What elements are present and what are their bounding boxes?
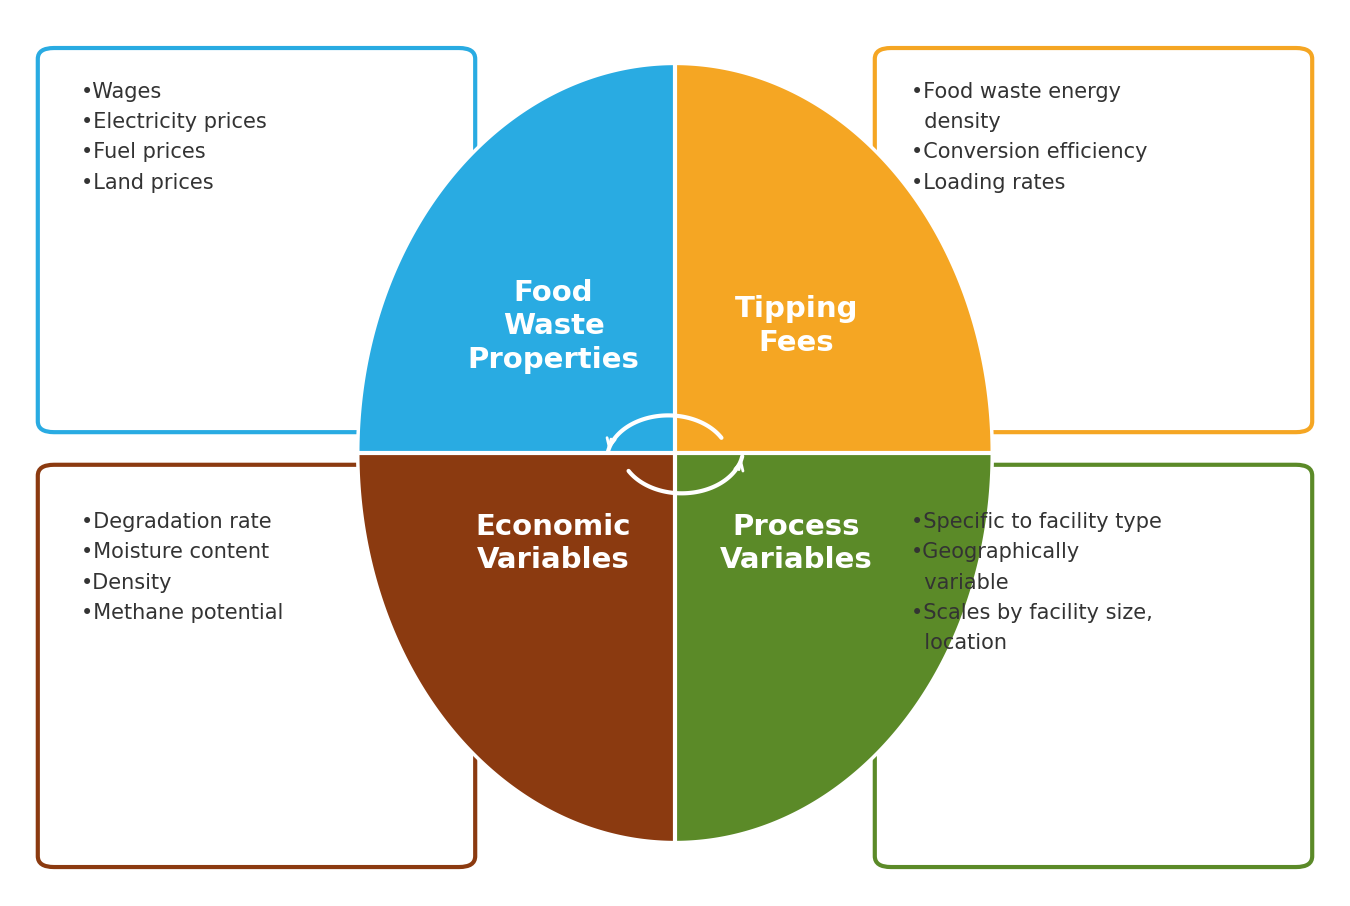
Polygon shape	[358, 63, 675, 453]
FancyBboxPatch shape	[875, 48, 1312, 432]
Text: •Degradation rate
•Moisture content
•Density
•Methane potential: •Degradation rate •Moisture content •Den…	[81, 512, 284, 623]
FancyBboxPatch shape	[38, 465, 475, 867]
Text: Economic
Variables: Economic Variables	[475, 513, 632, 574]
Text: •Wages
•Electricity prices
•Fuel prices
•Land prices: •Wages •Electricity prices •Fuel prices …	[81, 82, 267, 193]
Text: •Food waste energy
  density
•Conversion efficiency
•Loading rates: •Food waste energy density •Conversion e…	[911, 82, 1148, 193]
FancyBboxPatch shape	[38, 48, 475, 432]
Text: Process
Variables: Process Variables	[720, 513, 873, 574]
Text: Food
Waste
Properties: Food Waste Properties	[467, 279, 640, 373]
FancyBboxPatch shape	[875, 465, 1312, 867]
Polygon shape	[675, 63, 992, 453]
Text: •Specific to facility type
•Geographically
  variable
•Scales by facility size,
: •Specific to facility type •Geographical…	[911, 512, 1162, 653]
Polygon shape	[358, 453, 675, 843]
Polygon shape	[675, 453, 992, 843]
Text: Tipping
Fees: Tipping Fees	[734, 295, 859, 357]
